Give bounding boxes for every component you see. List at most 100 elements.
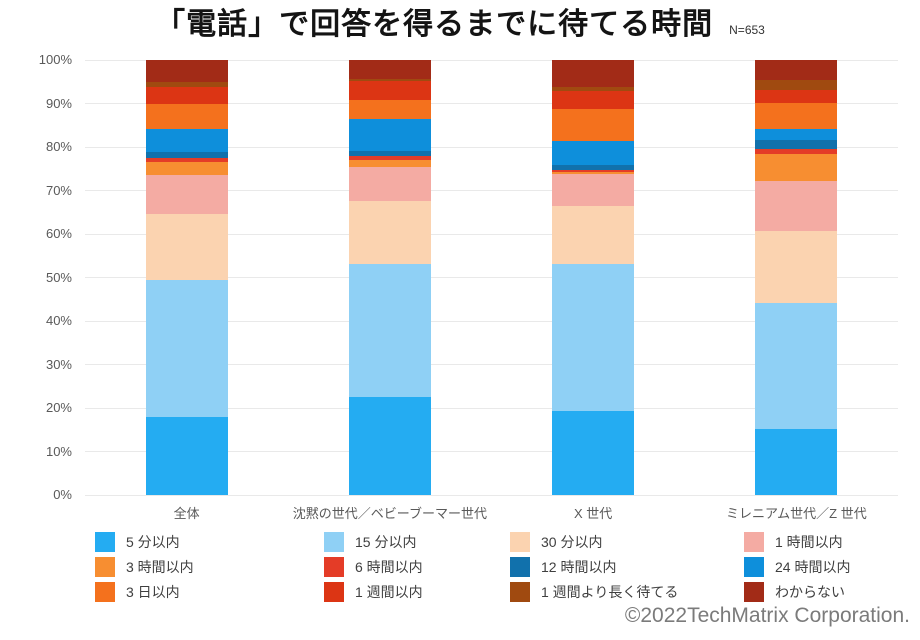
copyright-text: ©2022TechMatrix Corporation.	[624, 604, 910, 627]
y-tick-label: 100%	[38, 52, 72, 67]
bar-segment	[552, 169, 635, 173]
y-tick-label: 20%	[45, 400, 72, 415]
bar-segment	[348, 396, 431, 495]
legend-label: 1 週間より長く待てる	[541, 583, 679, 600]
legend-item: 3 時間以内	[95, 556, 324, 577]
bar-segment	[755, 303, 838, 429]
legend-label: 30 分以内	[541, 533, 603, 550]
bar-segment	[145, 104, 228, 130]
legend-item: 15 分以内	[324, 531, 510, 552]
bar-segment	[552, 205, 635, 265]
bar-segment	[552, 86, 635, 92]
bar-segment	[552, 165, 635, 170]
bar-segment	[348, 200, 431, 265]
bar-segment	[348, 159, 431, 168]
x-category-label: 全体	[173, 506, 200, 521]
x-category-label: ミレニアム世代／Z 世代	[726, 506, 867, 521]
y-tick-label: 40%	[45, 313, 72, 328]
bar-segment	[755, 180, 838, 232]
gridline	[85, 233, 898, 235]
legend-swatch-icon	[324, 556, 344, 577]
gridline	[85, 364, 898, 365]
legend-item: 3 日以内	[95, 581, 324, 602]
legend-label: 6 時間以内	[355, 558, 423, 575]
bar-segment	[755, 428, 838, 495]
legend-label: わからない	[775, 583, 845, 600]
bar-segment	[755, 148, 838, 155]
bar-3	[755, 60, 838, 495]
bar-segment	[552, 91, 635, 110]
bar-segment	[348, 80, 431, 100]
bar-segment	[145, 129, 228, 152]
bar-segment	[145, 81, 228, 88]
bar-segment	[755, 154, 838, 181]
legend-swatch-icon	[324, 581, 344, 602]
legend-label: 5 分以内	[126, 533, 180, 550]
bar-segment	[552, 141, 635, 166]
legend-item: 1 週間より長く待てる	[510, 581, 744, 602]
sample-size-label: N=653	[729, 22, 765, 37]
legend-item: 12 時間以内	[510, 556, 744, 577]
gridline	[85, 277, 898, 278]
legend-item: 30 分以内	[510, 531, 744, 552]
bar-segment	[552, 173, 635, 206]
gridline	[85, 407, 898, 409]
legend-swatch-icon	[744, 556, 764, 577]
bar-segment	[755, 60, 838, 81]
bar-segment	[145, 279, 228, 417]
legend-label: 3 時間以内	[126, 558, 194, 575]
bar-segment	[348, 99, 431, 119]
legend-swatch-icon	[510, 531, 530, 552]
bar-segment	[145, 151, 228, 159]
gridline	[85, 146, 898, 148]
bar-segment	[755, 139, 838, 149]
y-tick-label: 30%	[45, 356, 72, 372]
bar-segment	[348, 264, 431, 397]
bar-segment	[348, 167, 431, 201]
gridline	[85, 59, 898, 61]
legend-label: 24 時間以内	[775, 558, 851, 575]
bar-segment	[348, 60, 431, 79]
gridline	[85, 103, 898, 104]
y-tick-label: 50%	[45, 269, 72, 285]
legend-swatch-icon	[95, 531, 115, 552]
legend-swatch-icon	[324, 531, 344, 552]
legend-item: 1 週間以内	[324, 581, 510, 602]
x-category-label: X 世代	[573, 506, 613, 521]
bar-segment	[552, 109, 635, 142]
bar-1	[348, 60, 431, 495]
chart-title: 「電話」で回答を得るまでに待てる時間	[155, 8, 714, 41]
legend-label: 15 分以内	[355, 533, 417, 550]
bar-segment	[755, 128, 838, 140]
bar-segment	[145, 214, 228, 280]
gridline	[85, 190, 898, 191]
bar-segment	[552, 264, 635, 412]
bar-2	[552, 60, 635, 495]
bar-segment	[145, 87, 228, 105]
bar-segment	[755, 90, 838, 103]
gridline	[85, 451, 898, 452]
bar-segment	[348, 78, 431, 81]
bar-segment	[552, 60, 635, 87]
bar-segment	[348, 151, 431, 157]
bar-0	[145, 60, 228, 495]
legend-swatch-icon	[744, 531, 764, 552]
bar-segment	[145, 60, 228, 82]
legend-label: 3 日以内	[126, 583, 180, 600]
legend-label: 12 時間以内	[541, 558, 617, 575]
gridline	[85, 494, 898, 496]
legend-swatch-icon	[510, 556, 530, 577]
y-tick-label: 60%	[45, 226, 72, 241]
bar-segment	[755, 102, 838, 129]
plot-area	[85, 59, 898, 496]
bar-segment	[145, 416, 228, 495]
legend-item: 1 時間以内	[744, 531, 910, 552]
legend-item: 24 時間以内	[744, 556, 910, 577]
bar-segment	[145, 162, 228, 175]
legend-label: 1 週間以内	[355, 583, 423, 600]
title-row: 「電話」で回答を得るまでに待てる時間 N=653	[0, 6, 920, 44]
legend: 5 分以内 15 分以内 30 分以内 1 時間以内 3 時間以内 6 時間以内 12 時間…	[95, 529, 910, 604]
bar-segment	[145, 158, 228, 163]
legend-swatch-icon	[95, 581, 115, 602]
